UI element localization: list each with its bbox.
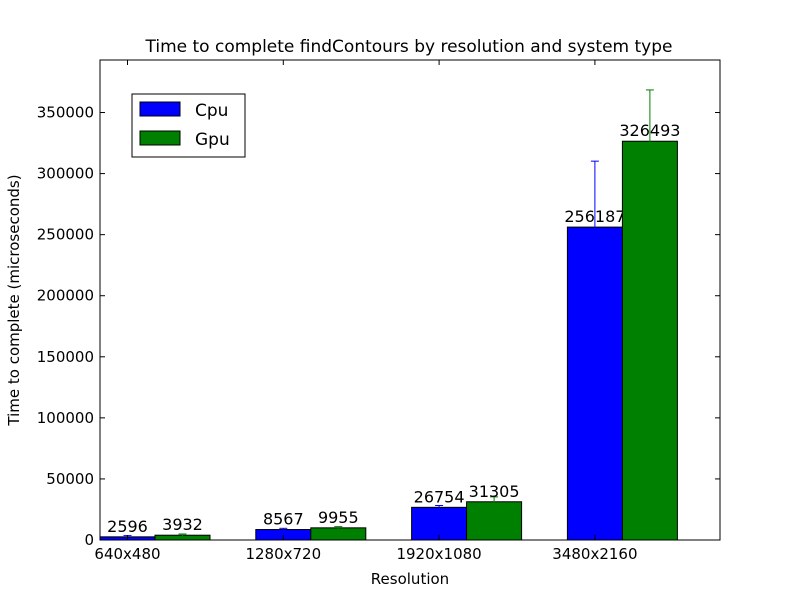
data-label-gpu-3: 326493 xyxy=(619,121,680,140)
legend-swatch-gpu xyxy=(139,130,181,146)
error-bar-gpu-2 xyxy=(490,496,499,508)
data-label-cpu-2: 26754 xyxy=(414,487,465,506)
error-bar-gpu-1 xyxy=(334,526,343,530)
x-tick-label-3: 3480x2160 xyxy=(552,545,637,563)
x-axis-label: Resolution xyxy=(371,570,449,588)
data-label-cpu-3: 256187 xyxy=(564,207,625,226)
y-tick-label: 0 xyxy=(84,531,94,549)
chart-title: Time to complete findContours by resolut… xyxy=(145,37,673,57)
bar-gpu-1 xyxy=(310,527,367,541)
axes-frame xyxy=(99,59,721,541)
error-bar-cpu-3 xyxy=(590,160,599,294)
x-tick-label-0: 640x480 xyxy=(94,545,160,563)
y-axis-label: Time to complete (microseconds) xyxy=(5,174,23,426)
y-tick-label: 200000 xyxy=(37,287,94,305)
data-label-cpu-0: 2596 xyxy=(107,517,148,536)
y-tick-label: 100000 xyxy=(37,409,94,427)
data-label-gpu-0: 3932 xyxy=(162,515,203,534)
error-bar-cpu-1 xyxy=(279,527,288,532)
data-label-gpu-1: 9955 xyxy=(318,508,359,527)
error-bar-gpu-3 xyxy=(645,89,654,194)
legend-label-gpu: Gpu xyxy=(195,130,230,150)
bar-gpu-3 xyxy=(621,140,678,541)
x-tick-label-2: 1920x1080 xyxy=(396,545,481,563)
y-tick-label: 300000 xyxy=(37,165,94,183)
plot-area: 2596 8567 26754 256187 3932 9955 31305 326493 0 5… xyxy=(37,59,721,563)
legend-swatch-cpu xyxy=(139,101,181,117)
y-tick-label: 250000 xyxy=(37,226,94,244)
data-label-gpu-2: 31305 xyxy=(469,482,520,501)
y-tick-label: 350000 xyxy=(37,104,94,122)
data-label-cpu-1: 8567 xyxy=(263,510,304,529)
error-bar-gpu-0 xyxy=(178,533,187,537)
legend-label-cpu: Cpu xyxy=(195,101,228,121)
error-bar-cpu-2 xyxy=(435,504,444,510)
legend: Cpu Gpu xyxy=(131,93,246,158)
y-tick-label: 150000 xyxy=(37,348,94,366)
bar-gpu-2 xyxy=(466,501,523,541)
y-tick-label: 50000 xyxy=(46,470,94,488)
x-tick-label-1: 1280x720 xyxy=(245,545,321,563)
